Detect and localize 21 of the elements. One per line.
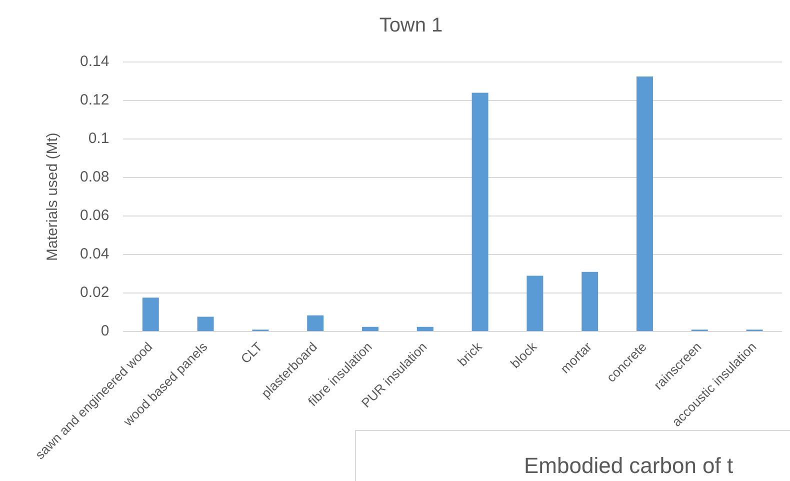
- bar: [307, 315, 324, 332]
- bar: [582, 272, 598, 332]
- text: Embodied carbon of t: [524, 453, 734, 479]
- bar: [472, 92, 488, 332]
- y-tick-label: 0.08: [80, 168, 110, 186]
- x-tick-label: CLT: [238, 339, 266, 366]
- bar: [362, 326, 378, 332]
- y-tick-label: 0.04: [80, 246, 110, 263]
- y-tick-label: 0.02: [80, 284, 110, 302]
- y-tick-label: 0: [100, 322, 110, 340]
- bar: [142, 298, 159, 332]
- bar: [197, 316, 214, 332]
- bar: [526, 276, 544, 332]
- bar: [416, 326, 434, 332]
- y-axis-title: Materials used (Mt): [44, 132, 62, 261]
- y-tick-label: 0.14: [80, 53, 110, 70]
- chart-title: Town 1: [379, 14, 443, 37]
- y-tick-label: 0.06: [80, 207, 110, 224]
- y-tick-label: 0.12: [80, 92, 110, 109]
- bar: [636, 76, 653, 332]
- y-tick-label: 0.1: [88, 130, 110, 148]
